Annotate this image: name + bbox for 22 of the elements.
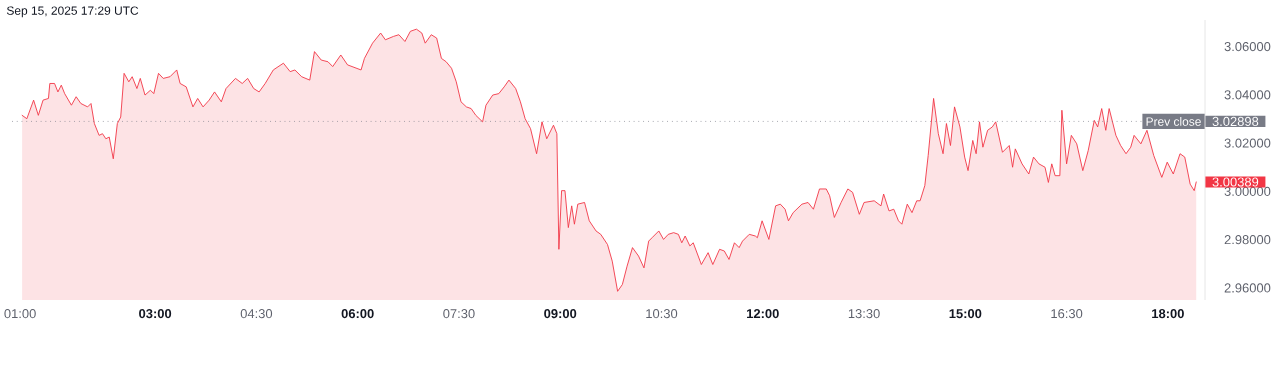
x-tick-label: 09:00 xyxy=(544,309,577,319)
y-tick-label: 2.98000 xyxy=(1224,235,1271,245)
x-tick-label: 07:30 xyxy=(443,309,475,319)
x-tick-label: 12:00 xyxy=(747,309,779,319)
x-tick-label: 18:00 xyxy=(1152,309,1184,319)
x-tick-label: 03:00 xyxy=(139,309,172,319)
x-tick-label: 10:30 xyxy=(646,309,678,319)
x-tick-label: 04:30 xyxy=(240,309,273,319)
x-tick-label: 06:00 xyxy=(341,309,374,319)
text: 3.02898 xyxy=(1212,116,1259,127)
y-tick-label: 3.02000 xyxy=(1224,138,1271,148)
y-tick-label: 2.96000 xyxy=(1224,283,1271,293)
text: 3.00389 xyxy=(1212,177,1259,187)
y-tick-label: 3.06000 xyxy=(1224,41,1271,52)
x-tick-label: 15:00 xyxy=(949,309,982,319)
x-tick-label: 13:30 xyxy=(848,309,880,319)
y-tick-label: 3.04000 xyxy=(1224,90,1271,100)
x-tick-label: 16:30 xyxy=(1051,309,1083,319)
ref-line-label: Prev close xyxy=(1146,117,1201,126)
y-tick-label: 3.00000 xyxy=(1224,186,1271,196)
chart-title: Sep 15, 2025 17:29 UTC xyxy=(6,6,139,18)
x-tick-label: 01:00 xyxy=(4,309,36,319)
